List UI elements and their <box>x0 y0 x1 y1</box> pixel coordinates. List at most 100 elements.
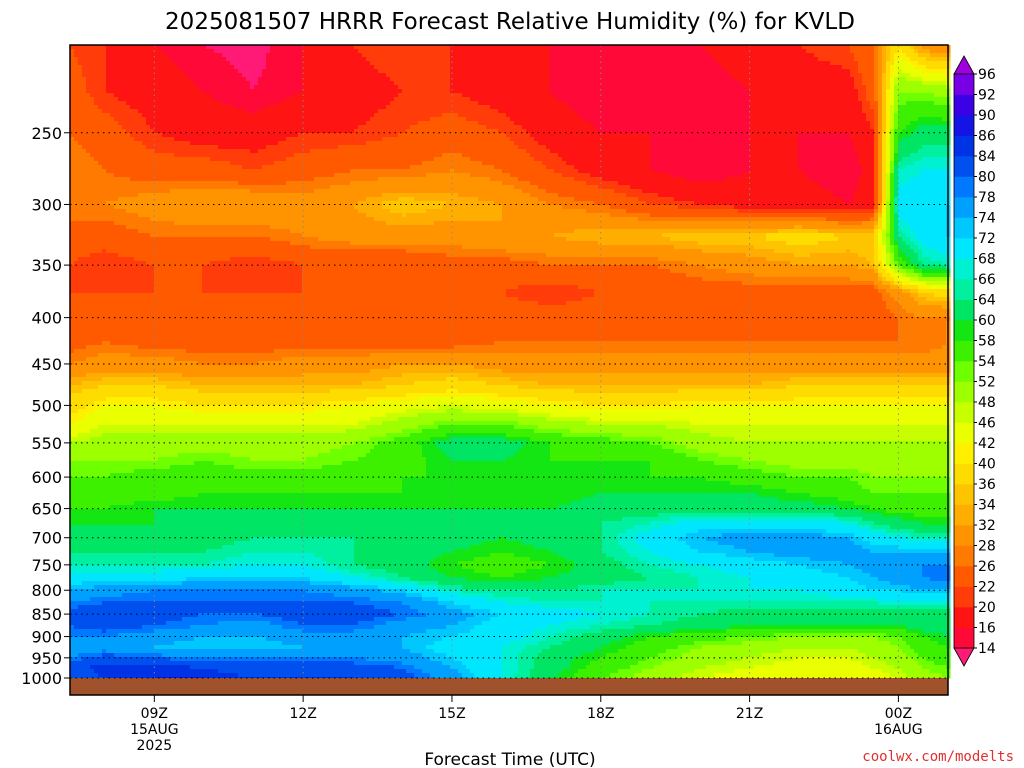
rh-field-cell <box>798 89 803 94</box>
rh-field-cell <box>714 101 719 106</box>
rh-field-cell <box>718 85 723 90</box>
rh-field-cell <box>902 53 907 58</box>
rh-field-cell <box>130 89 135 94</box>
rh-field-cell <box>130 117 135 122</box>
rh-field-cell <box>490 93 495 98</box>
rh-field-cell <box>294 109 299 114</box>
rh-field-cell <box>458 85 463 90</box>
rh-field-cell <box>338 69 343 74</box>
rh-field-cell <box>702 105 707 110</box>
rh-field-cell <box>126 121 131 126</box>
rh-field-cell <box>418 61 423 66</box>
rh-field-cell <box>242 97 247 102</box>
rh-field-cell <box>314 77 319 82</box>
rh-field-cell <box>98 113 103 118</box>
rh-field-cell <box>406 81 411 86</box>
rh-field-cell <box>386 113 391 118</box>
rh-field-cell <box>178 121 183 126</box>
rh-field-cell <box>150 61 155 66</box>
rh-field-cell <box>510 101 515 106</box>
rh-field-cell <box>762 117 767 122</box>
rh-field-cell <box>322 109 327 114</box>
rh-field-cell <box>798 105 803 110</box>
rh-field-cell <box>838 97 843 102</box>
rh-field-cell <box>890 57 895 62</box>
rh-field-cell <box>334 125 339 130</box>
rh-field-cell <box>882 69 887 74</box>
rh-field-cell <box>410 69 415 74</box>
rh-field-cell <box>362 113 367 118</box>
rh-field-cell <box>846 73 851 78</box>
rh-field-cell <box>414 117 419 122</box>
rh-field-cell <box>110 61 115 66</box>
rh-field-cell <box>394 97 399 102</box>
rh-field-cell <box>450 57 455 62</box>
rh-field-cell <box>614 93 619 98</box>
rh-field-cell <box>230 57 235 62</box>
rh-field-cell <box>682 53 687 58</box>
rh-field-cell <box>282 53 287 58</box>
rh-field-cell <box>230 69 235 74</box>
rh-field-cell <box>542 57 547 62</box>
rh-field-cell <box>530 57 535 62</box>
rh-field-cell <box>938 53 943 58</box>
rh-field-cell <box>594 53 599 58</box>
rh-field-cell <box>198 69 203 74</box>
rh-field-cell <box>146 53 151 58</box>
rh-field-cell <box>138 65 143 70</box>
rh-field-cell <box>594 121 599 126</box>
rh-field-cell <box>410 61 415 66</box>
rh-field-cell <box>918 121 923 126</box>
rh-field-cell <box>418 113 423 118</box>
rh-field-cell <box>102 117 107 122</box>
rh-field-cell <box>290 73 295 78</box>
rh-field-cell <box>894 57 899 62</box>
rh-field-cell <box>342 121 347 126</box>
rh-field-cell <box>718 65 723 70</box>
rh-field-cell <box>670 121 675 126</box>
rh-field-cell <box>806 109 811 114</box>
rh-field-cell <box>654 109 659 114</box>
rh-field-cell <box>666 61 671 66</box>
rh-field-cell <box>870 97 875 102</box>
rh-field-cell <box>602 101 607 106</box>
rh-field-cell <box>906 57 911 62</box>
rh-field-cell <box>442 113 447 118</box>
rh-field-cell <box>574 105 579 110</box>
rh-field-cell <box>886 73 891 78</box>
rh-field-cell <box>670 53 675 58</box>
rh-field-cell <box>470 93 475 98</box>
rh-field-cell <box>378 117 383 122</box>
rh-field-cell <box>82 117 87 122</box>
rh-field-cell <box>190 117 195 122</box>
rh-field-cell <box>250 49 255 54</box>
rh-field-cell <box>542 101 547 106</box>
rh-field-cell <box>162 65 167 70</box>
rh-field-cell <box>314 73 319 78</box>
rh-field-cell <box>102 93 107 98</box>
rh-field-cell <box>330 125 335 130</box>
rh-field-cell <box>206 97 211 102</box>
rh-field-cell <box>234 117 239 122</box>
rh-field-cell <box>846 69 851 74</box>
rh-field-cell <box>814 73 819 78</box>
rh-field-cell <box>846 105 851 110</box>
rh-field-cell <box>938 109 943 114</box>
rh-field-cell <box>766 73 771 78</box>
rh-field-cell <box>902 101 907 106</box>
rh-field-cell <box>938 117 943 122</box>
rh-field-cell <box>214 97 219 102</box>
rh-field-cell <box>406 53 411 58</box>
rh-field-cell <box>170 61 175 66</box>
rh-field-cell <box>662 73 667 78</box>
rh-field-cell <box>238 85 243 90</box>
rh-field-cell <box>802 65 807 70</box>
rh-field-cell <box>942 81 947 86</box>
rh-field-cell <box>502 97 507 102</box>
rh-field-cell <box>814 69 819 74</box>
rh-field-cell <box>514 61 519 66</box>
rh-field-cell <box>574 57 579 62</box>
rh-field-cell <box>398 97 403 102</box>
rh-field-cell <box>170 89 175 94</box>
rh-field-cell <box>314 97 319 102</box>
